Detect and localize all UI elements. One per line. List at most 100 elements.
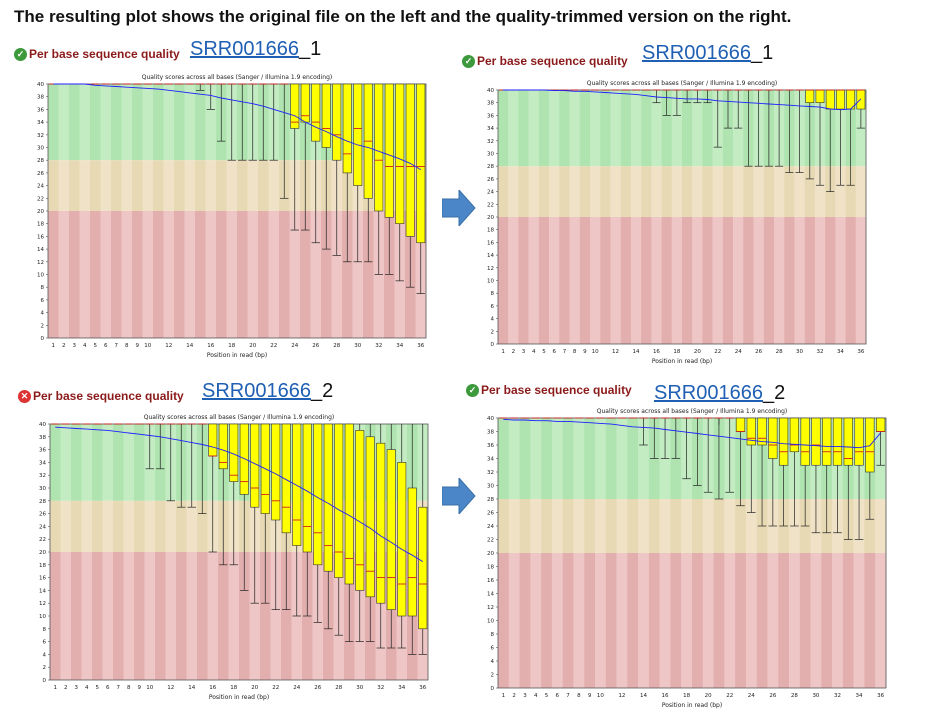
x-tick-label: 26 xyxy=(769,693,776,699)
quartile-box xyxy=(311,83,321,142)
mid-zone-band xyxy=(659,499,671,553)
y-tick-label: 14 xyxy=(37,247,44,253)
bad-zone-band xyxy=(584,553,596,688)
mid-zone-band xyxy=(186,500,198,552)
x-tick-label: 34 xyxy=(856,693,863,699)
x-tick-label: 3 xyxy=(75,685,79,691)
bad-zone-band xyxy=(498,217,509,344)
x-tick-label: 36 xyxy=(417,343,424,349)
y-tick-label: 32 xyxy=(37,133,44,139)
mid-zone-band xyxy=(804,166,816,217)
x-tick-label: 5 xyxy=(542,349,546,355)
bad-zone-band xyxy=(218,552,229,680)
x-axis-label: Position in read (bp) xyxy=(662,702,722,709)
mid-zone-band xyxy=(50,500,61,552)
bad-zone-band xyxy=(767,553,779,688)
bad-zone-band xyxy=(165,552,177,680)
y-tick-label: 22 xyxy=(39,537,46,543)
y-tick-label: 36 xyxy=(37,107,44,113)
mid-zone-band xyxy=(144,500,156,552)
y-tick-label: 30 xyxy=(487,152,494,158)
mid-zone-band xyxy=(855,166,867,217)
mid-zone-band xyxy=(538,166,550,217)
y-tick-label: 0 xyxy=(491,686,495,692)
x-tick-label: 28 xyxy=(333,343,340,349)
bad-zone-band xyxy=(102,552,114,680)
bad-zone-band xyxy=(681,553,693,688)
x-tick-label: 22 xyxy=(726,693,733,699)
y-tick-label: 24 xyxy=(39,524,46,530)
bad-zone-band xyxy=(875,553,887,688)
status-label-bottom-right: ✓ Per base sequence quality xyxy=(466,383,632,397)
quartile-box xyxy=(815,89,825,103)
bad-zone-band xyxy=(735,553,747,688)
bad-zone-band xyxy=(855,217,867,344)
y-tick-label: 14 xyxy=(39,588,46,594)
x-tick-label: 32 xyxy=(377,685,384,691)
y-tick-label: 6 xyxy=(491,304,495,310)
bad-zone-band xyxy=(71,552,82,680)
x-tick-label: 22 xyxy=(270,343,277,349)
bad-zone-band xyxy=(247,211,259,338)
bad-zone-band xyxy=(670,553,682,688)
bad-zone-band xyxy=(113,552,124,680)
good-zone-band xyxy=(90,84,101,161)
bad-zone-band xyxy=(111,211,122,338)
quartile-box xyxy=(735,417,746,432)
bad-zone-band xyxy=(610,217,621,344)
mid-zone-band xyxy=(69,160,80,211)
x-tick-label: 36 xyxy=(877,693,884,699)
good-zone-band xyxy=(651,90,662,167)
x-tick-label: 8 xyxy=(577,693,581,699)
bad-zone-band xyxy=(814,217,826,344)
good-zone-band xyxy=(498,90,509,167)
bad-zone-band xyxy=(281,552,292,680)
mid-zone-band xyxy=(722,166,734,217)
bad-zone-band xyxy=(651,217,662,344)
sample-link[interactable]: SRR001666 xyxy=(202,380,311,402)
bad-zone-band xyxy=(508,553,520,688)
y-tick-label: 36 xyxy=(487,113,494,119)
sample-link[interactable]: SRR001666 xyxy=(654,382,763,404)
x-tick-label: 7 xyxy=(117,685,121,691)
mid-zone-band xyxy=(226,160,238,211)
bad-zone-band xyxy=(519,553,531,688)
sample-link[interactable]: SRR001666 xyxy=(190,38,299,60)
x-tick-label: 30 xyxy=(354,343,361,349)
bad-zone-band xyxy=(853,553,865,688)
mid-zone-band xyxy=(702,499,714,553)
quartile-box xyxy=(342,83,352,174)
mid-zone-band xyxy=(610,166,621,217)
mid-zone-band xyxy=(627,499,639,553)
mid-zone-band xyxy=(733,166,744,217)
x-tick-label: 34 xyxy=(837,349,844,355)
mid-zone-band xyxy=(508,499,520,553)
quartile-box xyxy=(832,417,843,466)
good-zone-band xyxy=(111,84,122,161)
chart-title: Quality scores across all bases (Sanger … xyxy=(587,80,777,87)
y-tick-label: 4 xyxy=(491,317,495,323)
bad-zone-band xyxy=(123,552,135,680)
mid-zone-band xyxy=(638,499,650,553)
quartile-box xyxy=(746,417,756,446)
y-tick-label: 20 xyxy=(37,209,44,215)
x-tick-label: 10 xyxy=(592,349,599,355)
quartile-box xyxy=(843,417,853,466)
quartile-box xyxy=(384,83,394,218)
quartile-box xyxy=(854,417,864,466)
mid-zone-band xyxy=(630,166,642,217)
quartile-box xyxy=(836,89,845,110)
pass-check-icon: ✓ xyxy=(14,47,27,61)
x-tick-label: 20 xyxy=(249,343,256,349)
x-tick-label: 5 xyxy=(96,685,100,691)
x-tick-label: 12 xyxy=(165,343,172,349)
mid-zone-band xyxy=(712,166,724,217)
sample-link[interactable]: SRR001666 xyxy=(642,42,751,64)
bad-zone-band xyxy=(641,217,652,344)
mid-zone-band xyxy=(508,166,519,217)
x-tick-label: 20 xyxy=(251,685,258,691)
good-zone-band xyxy=(616,418,628,499)
bad-zone-band xyxy=(321,211,332,338)
mid-zone-band xyxy=(153,160,164,211)
quartile-box xyxy=(416,83,426,244)
